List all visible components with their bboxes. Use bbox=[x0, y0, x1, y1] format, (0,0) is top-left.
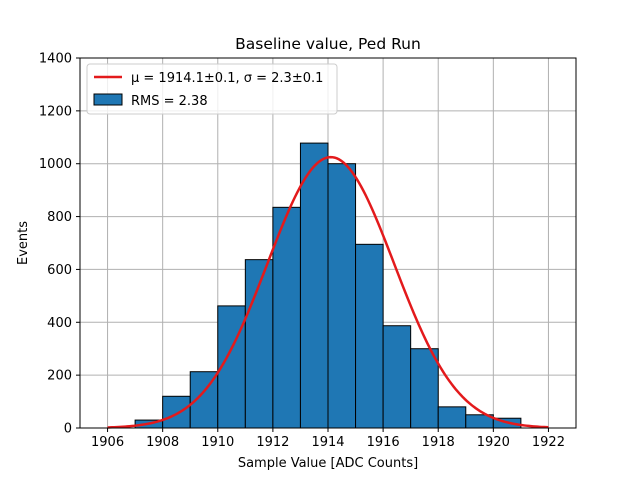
x-tick-label: 1908 bbox=[146, 435, 179, 450]
y-tick-label: 800 bbox=[47, 210, 72, 225]
x-tick-label: 1910 bbox=[201, 435, 234, 450]
y-tick-label: 1400 bbox=[39, 52, 72, 67]
x-tick-label: 1918 bbox=[422, 435, 455, 450]
histogram-bar bbox=[355, 243, 384, 429]
histogram-bar bbox=[299, 142, 329, 429]
histogram-bar bbox=[327, 163, 357, 429]
y-axis-ticks: 0 200 400 600 800 1000 1200 1400 bbox=[39, 52, 80, 437]
fit-curve bbox=[107, 155, 549, 429]
y-tick-label: 1200 bbox=[39, 104, 72, 119]
x-tick-label: 1916 bbox=[367, 435, 400, 450]
histogram-bar bbox=[437, 406, 467, 429]
y-tick-label: 0 bbox=[64, 422, 72, 437]
y-tick-label: 400 bbox=[47, 316, 72, 331]
histogram-bar bbox=[382, 325, 412, 429]
y-axis-label: Events bbox=[16, 221, 31, 265]
x-tick-label: 1914 bbox=[311, 435, 344, 450]
histogram-bar bbox=[410, 348, 439, 429]
legend-rms-label: RMS = 2.38 bbox=[131, 94, 208, 109]
x-tick-label: 1906 bbox=[91, 435, 124, 450]
x-tick-label: 1920 bbox=[477, 435, 510, 450]
legend-fit-label: μ = 1914.1±0.1, σ = 2.3±0.1 bbox=[131, 71, 323, 86]
legend: μ = 1914.1±0.1, σ = 2.3±0.1 RMS = 2.38 bbox=[86, 63, 338, 115]
legend-bar-swatch bbox=[93, 93, 123, 106]
y-tick-label: 200 bbox=[47, 369, 72, 384]
x-axis-label: Sample Value [ADC Counts] bbox=[238, 456, 418, 471]
legend-box bbox=[86, 63, 338, 115]
histogram-bar bbox=[162, 395, 191, 429]
y-tick-label: 1000 bbox=[39, 157, 72, 172]
chart-title: Baseline value, Ped Run bbox=[235, 35, 421, 53]
y-tick-label: 600 bbox=[47, 263, 72, 278]
fit-curve-line bbox=[107, 155, 549, 429]
x-tick-label: 1912 bbox=[256, 435, 289, 450]
x-tick-label: 1922 bbox=[532, 435, 565, 450]
x-axis-ticks: 1906 1908 1910 1912 1914 1916 1918 1920 1922 bbox=[91, 428, 565, 450]
histogram-bar bbox=[272, 206, 301, 429]
